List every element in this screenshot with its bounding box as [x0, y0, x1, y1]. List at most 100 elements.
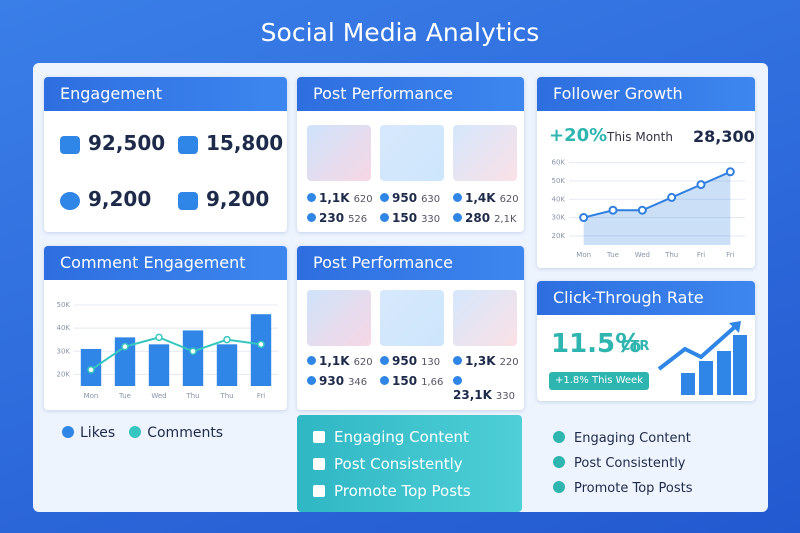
stat-value: 150 [392, 211, 418, 225]
stat-value: 620 [499, 194, 519, 205]
stat-value: 1,66 [421, 377, 444, 388]
x-tick-label: Thu [219, 392, 233, 400]
stat-value: 1,4K [465, 191, 496, 205]
point [667, 192, 677, 202]
post-stat: 150 1,66 [380, 374, 443, 388]
change: +1.8% [555, 375, 589, 386]
card-title: Follower Growth [537, 77, 755, 111]
stat: 15,800 [178, 131, 283, 155]
line-chart: 20K 30K 40K 50K 60K Mon Tue Wed Thu Fri Fri [552, 159, 745, 259]
card-title: Engagement [44, 77, 287, 111]
ctr-card: Click-Through Rate 11.5% CTR +1.8% This … [537, 281, 755, 401]
legend-item: Comments [129, 425, 223, 441]
post-stat: 280 2,1K [453, 211, 517, 225]
page-title: Social Media Analytics [260, 18, 540, 47]
tip-text: Engaging Content [334, 428, 469, 446]
post-thumbnail [380, 125, 444, 181]
y-tick-label: 30K [57, 347, 71, 355]
x-tick-label: Fri [726, 251, 734, 259]
icon [380, 193, 389, 202]
x-tick-label: Mon [84, 392, 99, 400]
stat-value: 620 [353, 194, 373, 205]
tip: Promote Top Posts [297, 478, 522, 505]
icon [313, 485, 325, 497]
stat-value: 330 [421, 214, 441, 225]
stat-value: 620 [353, 357, 373, 368]
icon [553, 456, 565, 468]
post-stat: 950 630 [380, 191, 440, 205]
line [90, 336, 262, 371]
period: This Week [591, 375, 643, 386]
tips-card: Engaging Content Post Consistently Promote… [297, 415, 522, 512]
tip: Engaging Content [297, 424, 522, 451]
tip: Promote Top Posts [537, 476, 755, 501]
icon [313, 458, 325, 470]
post-stat: 230 526 [307, 211, 367, 225]
stat-value: 9,200 [88, 187, 152, 211]
ctr-graphic [657, 321, 747, 395]
icon [307, 376, 316, 385]
post-stat: 23,1K 330 [453, 374, 524, 402]
y-tick-label: 60K [552, 159, 566, 167]
follower-growth-card: Follower Growth +20% This Month 28,300 2… [537, 77, 755, 268]
point [579, 213, 589, 223]
legend-swatch [129, 426, 142, 438]
icon [453, 193, 462, 202]
post-thumbnail [307, 125, 371, 181]
stat-value: 280 [465, 211, 491, 225]
stat-value: 220 [499, 357, 519, 368]
bar [216, 344, 238, 386]
y-tick-label: 20K [552, 232, 566, 240]
point [696, 180, 706, 190]
change: +20% [549, 125, 608, 146]
tip: Post Consistently [537, 451, 755, 476]
line [583, 170, 731, 219]
bar [182, 330, 204, 386]
legend-label: Likes [80, 425, 116, 441]
ctr-change: +1.8% This Week [549, 372, 649, 390]
post-thumbnail [307, 290, 371, 346]
legend: Likes Comments [62, 425, 237, 441]
icon [380, 356, 389, 365]
card-title: Click-Through Rate [537, 281, 755, 315]
icon [453, 376, 462, 385]
tip-text: Promote Top Posts [574, 481, 693, 496]
stat-value: 346 [348, 377, 368, 388]
legend-label: Comments [147, 425, 224, 441]
post-stat: 1,3K 220 [453, 354, 519, 368]
icon [307, 213, 316, 222]
x-tick-label: Wed [635, 251, 650, 259]
icon [453, 213, 462, 222]
stat-value: 15,800 [206, 131, 284, 155]
stat-value: 526 [348, 214, 368, 225]
stat-value: 9,200 [206, 187, 270, 211]
tips-list: Engaging Content Post Consistently Promote… [537, 420, 755, 508]
stat-value: 930 [319, 374, 345, 388]
stat-value: 1,1K [319, 354, 350, 368]
post-stat: 930 346 [307, 374, 367, 388]
legend-item: Likes [62, 425, 115, 441]
period: This Month [607, 130, 673, 144]
post-stat: 1,1K 620 [307, 354, 373, 368]
point [257, 340, 265, 349]
stat-value: 230 [319, 211, 345, 225]
stat-value: 1,3K [465, 354, 496, 368]
y-tick-label: 40K [57, 324, 71, 332]
engagement-card: Engagement 92,500 15,800 9,200 9,200 [44, 77, 287, 232]
tip: Post Consistently [297, 451, 522, 478]
x-tick-label: Thu [664, 251, 678, 259]
post-stat: 1,1K 620 [307, 191, 373, 205]
stat-value: 2,1K [494, 214, 517, 225]
y-tick-label: 40K [552, 195, 566, 203]
x-tick-label: Mon [576, 251, 591, 259]
point [608, 205, 618, 215]
bar [148, 344, 170, 386]
stat-value: 92,500 [88, 131, 166, 155]
legend-swatch [62, 426, 74, 438]
point [87, 366, 95, 374]
point [725, 167, 735, 177]
bar-chart: 20K 30K 40K 50K Mon Tue Wed Thu Thu Fri [57, 301, 278, 400]
comment-engagement-card: Comment Engagement 20K 30K 40K 50K Mon Tue Wed… [44, 246, 287, 410]
point [637, 205, 647, 215]
